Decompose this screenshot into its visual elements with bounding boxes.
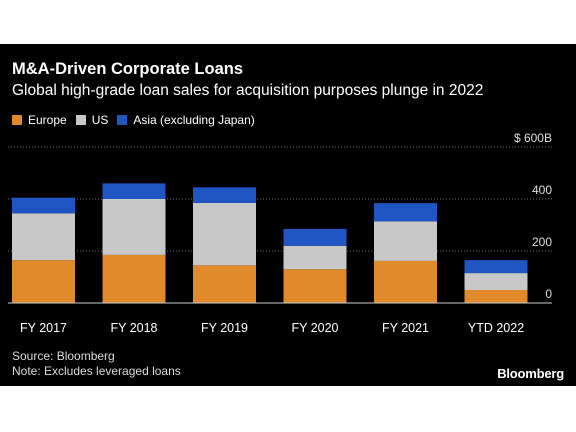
legend-item-europe: Europe	[12, 113, 67, 127]
x-tick-label: FY 2018	[110, 321, 157, 335]
legend-item-asia: Asia (excluding Japan)	[117, 113, 255, 127]
bar-europe	[464, 290, 528, 303]
bar-us	[283, 245, 347, 270]
legend-swatch-asia	[117, 115, 128, 125]
bar-us	[464, 273, 528, 290]
chart-subtitle: Global high-grade loan sales for acquisi…	[12, 82, 484, 99]
chart-panel: M&A-Driven Corporate Loans Global high-g…	[0, 44, 576, 386]
x-tick-label: FY 2020	[291, 321, 338, 335]
x-tick-label: FY 2021	[382, 321, 429, 335]
legend: Europe US Asia (excluding Japan)	[12, 113, 264, 127]
x-tick-label: FY 2017	[20, 321, 67, 335]
bloomberg-logo: Bloomberg	[497, 366, 564, 381]
legend-label-asia: Asia (excluding Japan)	[133, 113, 255, 127]
bar-us	[102, 199, 166, 255]
bar-asia	[102, 183, 166, 199]
footnote: Note: Excludes leveraged loans	[12, 364, 181, 378]
legend-label-europe: Europe	[28, 113, 67, 127]
bar-europe	[102, 254, 166, 303]
legend-label-us: US	[91, 113, 109, 127]
bar-asia	[464, 260, 528, 274]
bar-europe	[193, 265, 256, 303]
bar-europe	[12, 260, 75, 303]
y-tick-label: 200	[532, 235, 552, 249]
legend-item-us: US	[75, 113, 109, 127]
bar-asia	[374, 203, 437, 222]
bar-asia	[193, 187, 256, 203]
y-tick-label: 400	[532, 183, 552, 197]
bar-us	[374, 221, 437, 261]
legend-swatch-europe	[12, 115, 22, 125]
legend-swatch-us	[75, 115, 86, 125]
bar-asia	[12, 197, 75, 214]
x-tick-label: YTD 2022	[468, 321, 524, 335]
chart-title: M&A-Driven Corporate Loans	[12, 60, 244, 78]
bar-europe	[374, 260, 437, 303]
source-note: Source: Bloomberg	[12, 349, 115, 363]
x-tick-label: FY 2019	[201, 321, 248, 335]
y-tick-label: $ 600B	[514, 131, 552, 145]
bar-europe	[283, 269, 347, 303]
stacked-bar-chart: 0 200 400 $ 600B FY 2017 FY 2018 FY 2019 FY 202…	[8, 131, 552, 335]
bar-us	[12, 213, 75, 261]
bar-asia	[283, 228, 347, 246]
bar-us	[193, 202, 256, 266]
y-tick-label: 0	[545, 287, 552, 301]
